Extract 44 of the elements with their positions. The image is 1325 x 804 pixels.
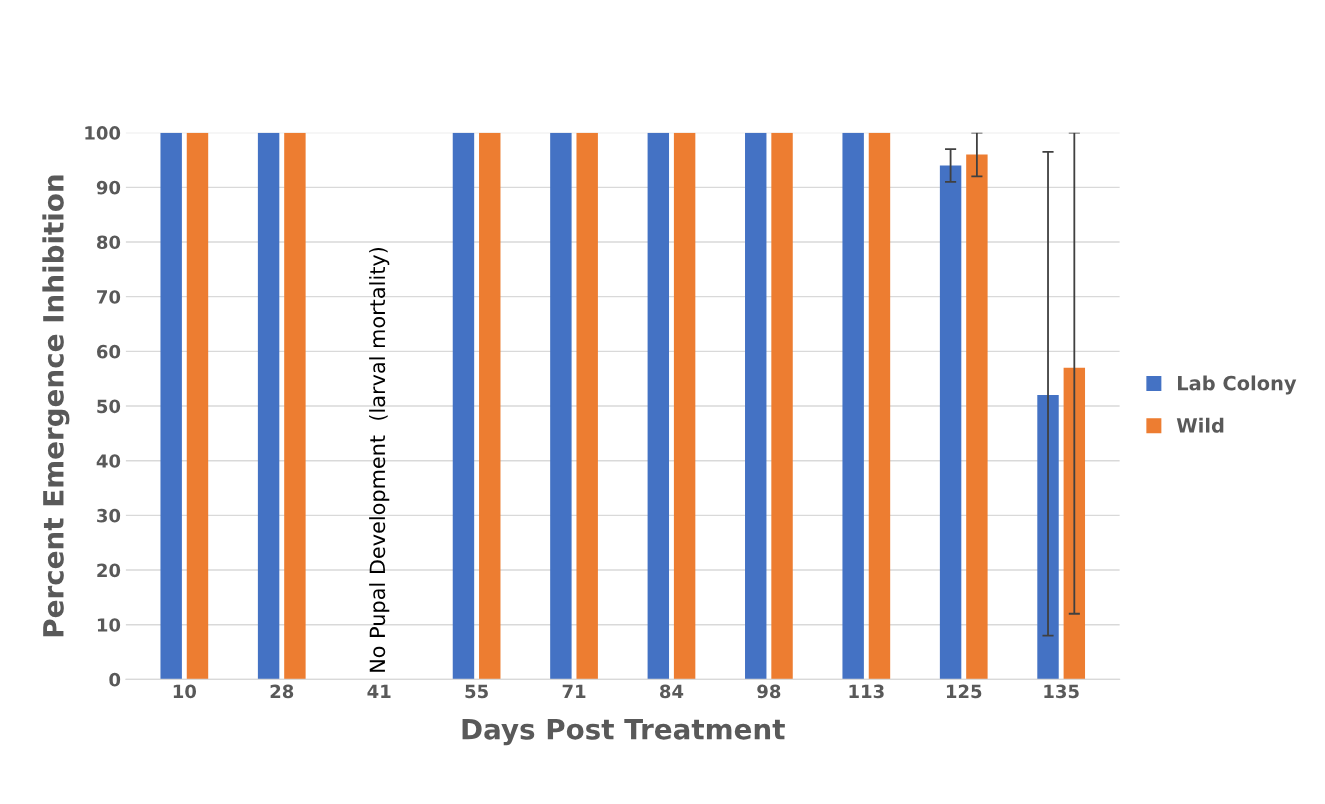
y-tick-label: 90 bbox=[96, 180, 121, 195]
y-tick-label: 20 bbox=[97, 563, 121, 578]
bar bbox=[673, 132, 696, 680]
x-tick-label: 125 bbox=[946, 684, 982, 699]
x-tick-label: 84 bbox=[660, 684, 684, 699]
x-tick-label: 113 bbox=[849, 684, 884, 699]
y-tick-label: 10 bbox=[97, 618, 121, 632]
bar bbox=[160, 132, 182, 680]
y-tick-label: 60 bbox=[97, 344, 121, 359]
bar bbox=[186, 132, 209, 680]
bar bbox=[745, 132, 767, 680]
x-tick-label: 55 bbox=[465, 684, 488, 699]
bar bbox=[771, 132, 793, 680]
annotation: No Pupal Development (larval mortality) bbox=[369, 247, 390, 672]
bar bbox=[550, 132, 572, 680]
y-tick-label: 40 bbox=[96, 454, 121, 468]
bar bbox=[452, 132, 475, 680]
x-tick-label: 135 bbox=[1044, 684, 1079, 699]
y-tick-label: 50 bbox=[97, 399, 121, 414]
bar bbox=[1037, 395, 1059, 680]
x-axis-title: Days Post Treatment bbox=[462, 719, 785, 746]
x-tick-label: 98 bbox=[757, 684, 781, 699]
y-tick-label: 80 bbox=[96, 235, 121, 250]
x-tick-label: 28 bbox=[270, 684, 294, 699]
bar bbox=[868, 132, 891, 680]
x-tick-label: 71 bbox=[562, 684, 586, 698]
bar bbox=[576, 132, 598, 680]
y-axis-title: Percent Emergence Inhibition bbox=[42, 175, 70, 637]
bar bbox=[647, 132, 670, 680]
y-tick-label: 30 bbox=[97, 508, 121, 523]
bar bbox=[939, 165, 962, 680]
y-tick-label: 100 bbox=[85, 126, 121, 140]
bar bbox=[479, 132, 501, 680]
legend-label: Wild bbox=[1176, 417, 1224, 433]
bar bbox=[257, 132, 280, 680]
bar bbox=[842, 132, 864, 680]
x-tick-label: 41 bbox=[367, 684, 391, 698]
y-tick-label: 70 bbox=[97, 290, 121, 304]
legend-label: Lab Colony bbox=[1178, 375, 1297, 395]
bar bbox=[1063, 367, 1086, 680]
x-tick-label: 10 bbox=[173, 684, 197, 699]
bar bbox=[966, 154, 988, 680]
y-tick-label: 0 bbox=[109, 672, 121, 687]
bar bbox=[284, 132, 306, 680]
